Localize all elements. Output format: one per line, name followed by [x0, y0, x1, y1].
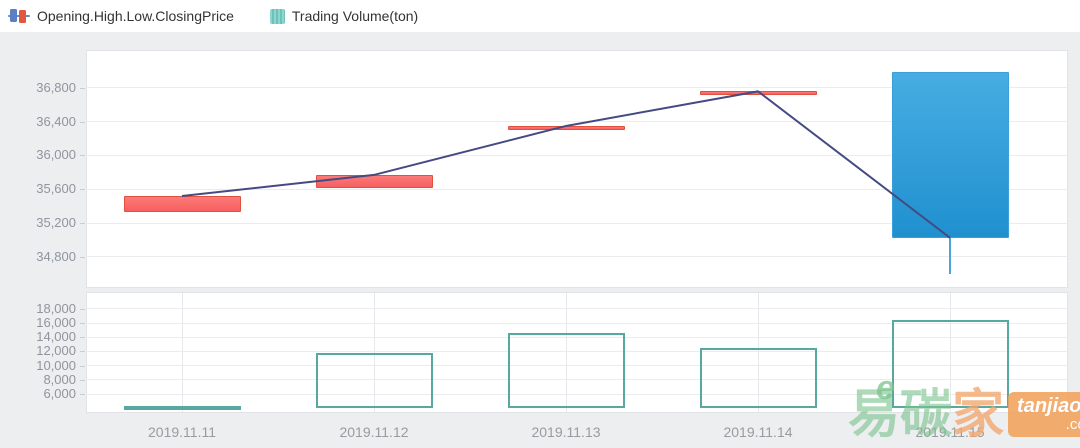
x-axis-label: 2019.11.12 [339, 424, 409, 440]
volume-chart-plot-area [86, 292, 1068, 413]
candle-low-wick [949, 237, 951, 275]
x-axis-label: 2019.11.11 [148, 424, 216, 440]
candle-2019.11.11[interactable] [123, 196, 241, 213]
price-y-axis-label: 35,600 [36, 181, 76, 197]
legend-item-ohlc[interactable]: Opening.High.Low.ClosingPrice [8, 8, 234, 24]
volume-vertical-gridline [374, 293, 375, 412]
volume-vertical-gridline [182, 293, 183, 412]
price-y-tick-mark [80, 256, 85, 258]
volume-bar-2019.11.15[interactable] [891, 319, 1009, 409]
volume-gridline [86, 393, 1068, 395]
volume-gridline [86, 350, 1068, 352]
x-axis-label: 2019.11.14 [723, 424, 793, 440]
volume-y-tick-mark [80, 365, 85, 367]
volume-y-axis-label: 16,000 [36, 315, 76, 331]
price-y-axis-label: 34,800 [36, 248, 76, 264]
candlestick-legend-icon [8, 8, 30, 24]
volume-y-axis-label: 18,000 [36, 300, 76, 316]
legend-label-volume: Trading Volume(ton) [291, 8, 419, 24]
volume-y-axis-label: 12,000 [36, 343, 76, 359]
chart-panel: 36,800 36,400 36,000 35,600 35,200 34,800 18,0… [0, 32, 1080, 448]
volume-vertical-gridline [950, 293, 951, 412]
volume-vertical-gridline [566, 293, 567, 412]
volume-y-tick-mark [80, 351, 85, 353]
x-axis-label: 2019.11.15 [915, 424, 985, 440]
price-y-tick-mark [80, 189, 85, 191]
volume-bar-2019.11.12[interactable] [315, 352, 433, 409]
price-y-tick-mark [80, 87, 85, 89]
volume-gridline [86, 379, 1068, 381]
price-y-tick-mark [80, 223, 85, 224]
legend-bar: Opening.High.Low.ClosingPrice Trading Vo… [0, 0, 1080, 32]
candle-2019.11.12[interactable] [315, 174, 433, 188]
volume-y-tick-mark [80, 323, 85, 325]
legend-item-volume[interactable]: Trading Volume(ton) [269, 8, 419, 24]
volume-gridline [86, 308, 1068, 310]
volume-y-tick-mark [80, 308, 85, 310]
volume-bar-2019.11.13[interactable] [507, 333, 625, 409]
volume-y-axis-label: 10,000 [36, 357, 76, 373]
price-y-axis-label: 36,800 [36, 79, 76, 95]
candle-2019.11.14[interactable] [699, 91, 817, 96]
x-axis-label: 2019.11.13 [531, 424, 601, 440]
volume-bar-2019.11.11[interactable] [123, 406, 241, 411]
volume-y-axis-label: 6,000 [43, 386, 76, 401]
price-gridline [86, 256, 1068, 258]
volume-vertical-gridline [758, 293, 759, 412]
volume-bar-2019.11.14[interactable] [699, 347, 817, 409]
price-y-axis-label: 36,400 [36, 113, 76, 129]
volume-y-tick-mark [80, 394, 85, 395]
price-y-axis-label: 35,200 [36, 215, 76, 230]
volume-legend-icon [269, 8, 285, 24]
price-y-tick-mark [80, 155, 85, 157]
candle-2019.11.13[interactable] [507, 125, 625, 130]
volume-y-axis-label: 14,000 [36, 329, 76, 345]
volume-y-axis-label: 8,000 [43, 371, 76, 387]
volume-gridline [86, 336, 1068, 338]
price-y-tick-mark [80, 121, 85, 123]
price-gridline [86, 87, 1068, 89]
price-y-axis-label: 36,000 [36, 147, 76, 163]
volume-gridline [86, 365, 1068, 367]
legend-label-ohlc: Opening.High.Low.ClosingPrice [37, 8, 234, 24]
volume-y-tick-mark [80, 337, 85, 339]
candle-2019.11.15[interactable] [891, 71, 1009, 238]
volume-gridline [86, 322, 1068, 324]
volume-y-tick-mark [80, 379, 85, 381]
